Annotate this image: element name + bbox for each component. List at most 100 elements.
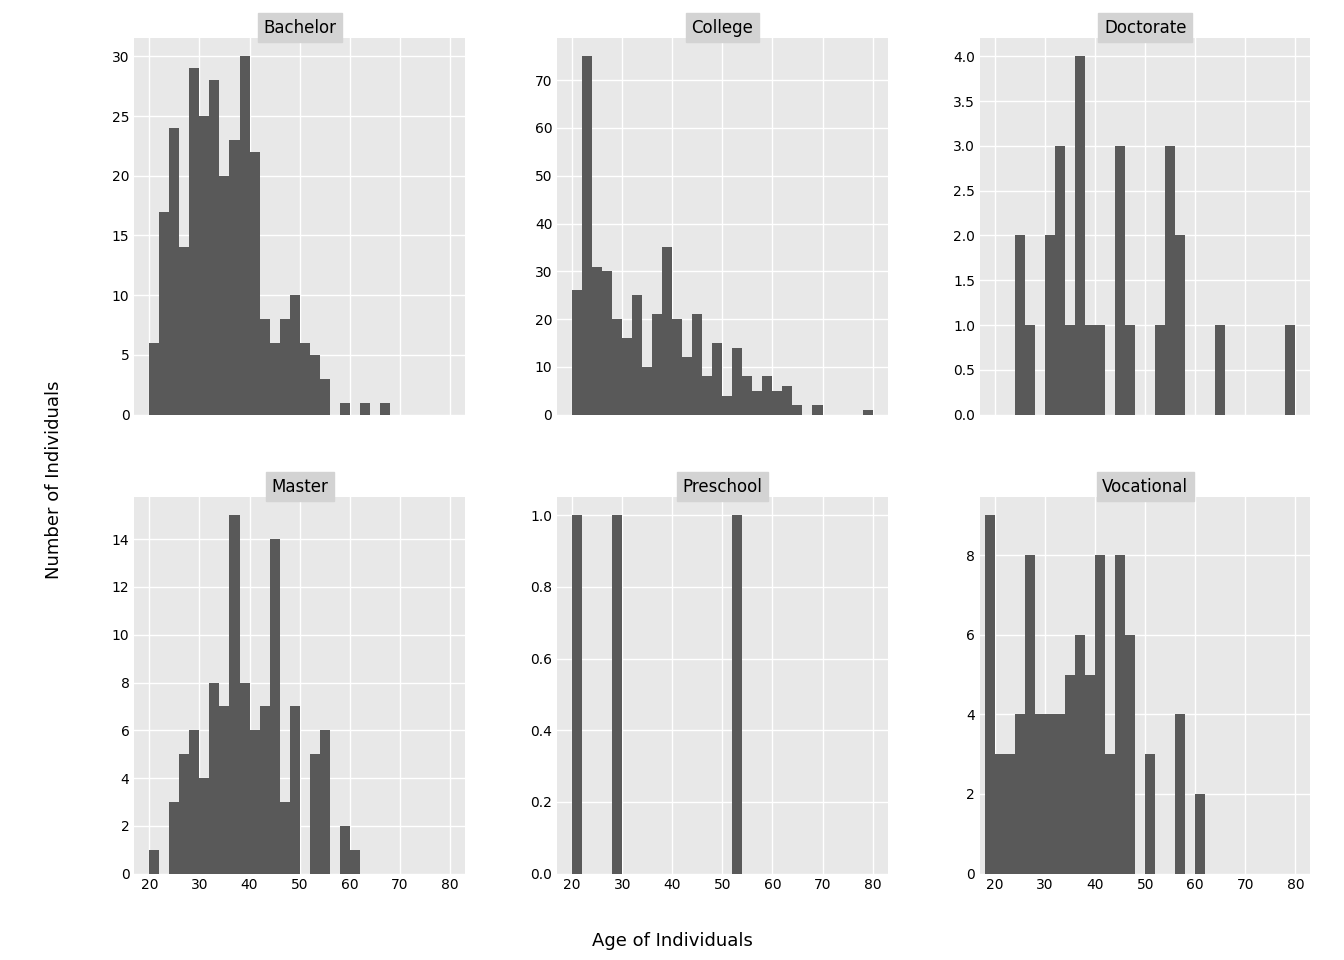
Bar xyxy=(1165,146,1175,415)
Bar xyxy=(199,116,210,415)
Bar xyxy=(1015,714,1025,874)
Bar xyxy=(1215,325,1226,415)
Bar xyxy=(149,343,160,415)
Bar xyxy=(169,128,180,415)
Bar xyxy=(1085,325,1095,415)
Bar xyxy=(663,248,672,415)
Bar xyxy=(1175,714,1185,874)
Bar xyxy=(250,152,259,415)
Bar xyxy=(210,683,219,874)
Bar xyxy=(1075,635,1085,874)
Bar xyxy=(1125,325,1136,415)
Bar xyxy=(210,81,219,415)
Bar xyxy=(320,379,329,415)
Bar xyxy=(239,57,250,415)
Bar xyxy=(613,516,622,874)
Bar xyxy=(349,850,360,874)
Bar xyxy=(1175,235,1185,415)
Bar xyxy=(230,516,239,874)
Bar xyxy=(863,410,872,415)
Bar xyxy=(219,707,230,874)
Bar xyxy=(632,295,642,415)
Bar xyxy=(270,343,280,415)
Bar xyxy=(1116,555,1125,874)
Bar xyxy=(1145,755,1156,874)
Bar xyxy=(1285,325,1296,415)
Bar xyxy=(1085,675,1095,874)
Bar xyxy=(683,357,692,415)
Bar xyxy=(753,391,762,415)
Bar xyxy=(320,731,329,874)
Bar xyxy=(1025,555,1035,874)
Bar xyxy=(1015,235,1025,415)
Bar xyxy=(732,516,742,874)
Bar xyxy=(1195,794,1206,874)
Bar xyxy=(622,338,632,415)
Bar xyxy=(793,405,802,415)
Bar xyxy=(259,319,270,415)
Bar xyxy=(773,391,782,415)
Bar xyxy=(1046,714,1055,874)
Text: Number of Individuals: Number of Individuals xyxy=(44,381,63,579)
Bar xyxy=(1095,555,1105,874)
Bar xyxy=(1046,235,1055,415)
Bar xyxy=(309,355,320,415)
Bar xyxy=(742,376,753,415)
Title: Doctorate: Doctorate xyxy=(1103,19,1187,36)
Title: Bachelor: Bachelor xyxy=(263,19,336,36)
Bar xyxy=(309,755,320,874)
Bar xyxy=(1066,675,1075,874)
Bar xyxy=(582,57,593,415)
Bar xyxy=(340,826,349,874)
Text: Age of Individuals: Age of Individuals xyxy=(591,932,753,949)
Bar xyxy=(1125,635,1136,874)
Bar xyxy=(160,211,169,415)
Bar xyxy=(813,405,823,415)
Bar xyxy=(652,314,663,415)
Bar xyxy=(149,850,160,874)
Bar xyxy=(259,707,270,874)
Bar xyxy=(190,731,199,874)
Bar xyxy=(190,68,199,415)
Bar xyxy=(1025,325,1035,415)
Title: Master: Master xyxy=(271,478,328,495)
Bar xyxy=(593,267,602,415)
Bar xyxy=(1095,325,1105,415)
Bar xyxy=(672,319,683,415)
Bar xyxy=(1105,755,1116,874)
Bar xyxy=(1055,714,1066,874)
Bar xyxy=(270,540,280,874)
Bar xyxy=(1055,146,1066,415)
Bar xyxy=(239,683,250,874)
Bar xyxy=(289,295,300,415)
Bar xyxy=(289,707,300,874)
Bar xyxy=(732,348,742,415)
Bar xyxy=(180,248,190,415)
Bar xyxy=(280,319,289,415)
Bar xyxy=(573,516,582,874)
Bar xyxy=(250,731,259,874)
Bar xyxy=(280,802,289,874)
Bar xyxy=(230,140,239,415)
Bar xyxy=(762,376,773,415)
Bar xyxy=(613,319,622,415)
Bar xyxy=(782,386,793,415)
Bar xyxy=(985,516,995,874)
Bar xyxy=(1066,325,1075,415)
Bar xyxy=(219,176,230,415)
Bar xyxy=(360,402,370,415)
Bar xyxy=(300,343,309,415)
Bar xyxy=(1035,714,1046,874)
Bar xyxy=(379,402,390,415)
Bar xyxy=(995,755,1005,874)
Bar xyxy=(199,778,210,874)
Bar xyxy=(712,343,723,415)
Bar xyxy=(1156,325,1165,415)
Bar xyxy=(703,376,712,415)
Title: Vocational: Vocational xyxy=(1102,478,1188,495)
Bar xyxy=(1116,146,1125,415)
Bar xyxy=(642,367,652,415)
Bar xyxy=(573,291,582,415)
Bar xyxy=(169,802,180,874)
Bar xyxy=(602,272,613,415)
